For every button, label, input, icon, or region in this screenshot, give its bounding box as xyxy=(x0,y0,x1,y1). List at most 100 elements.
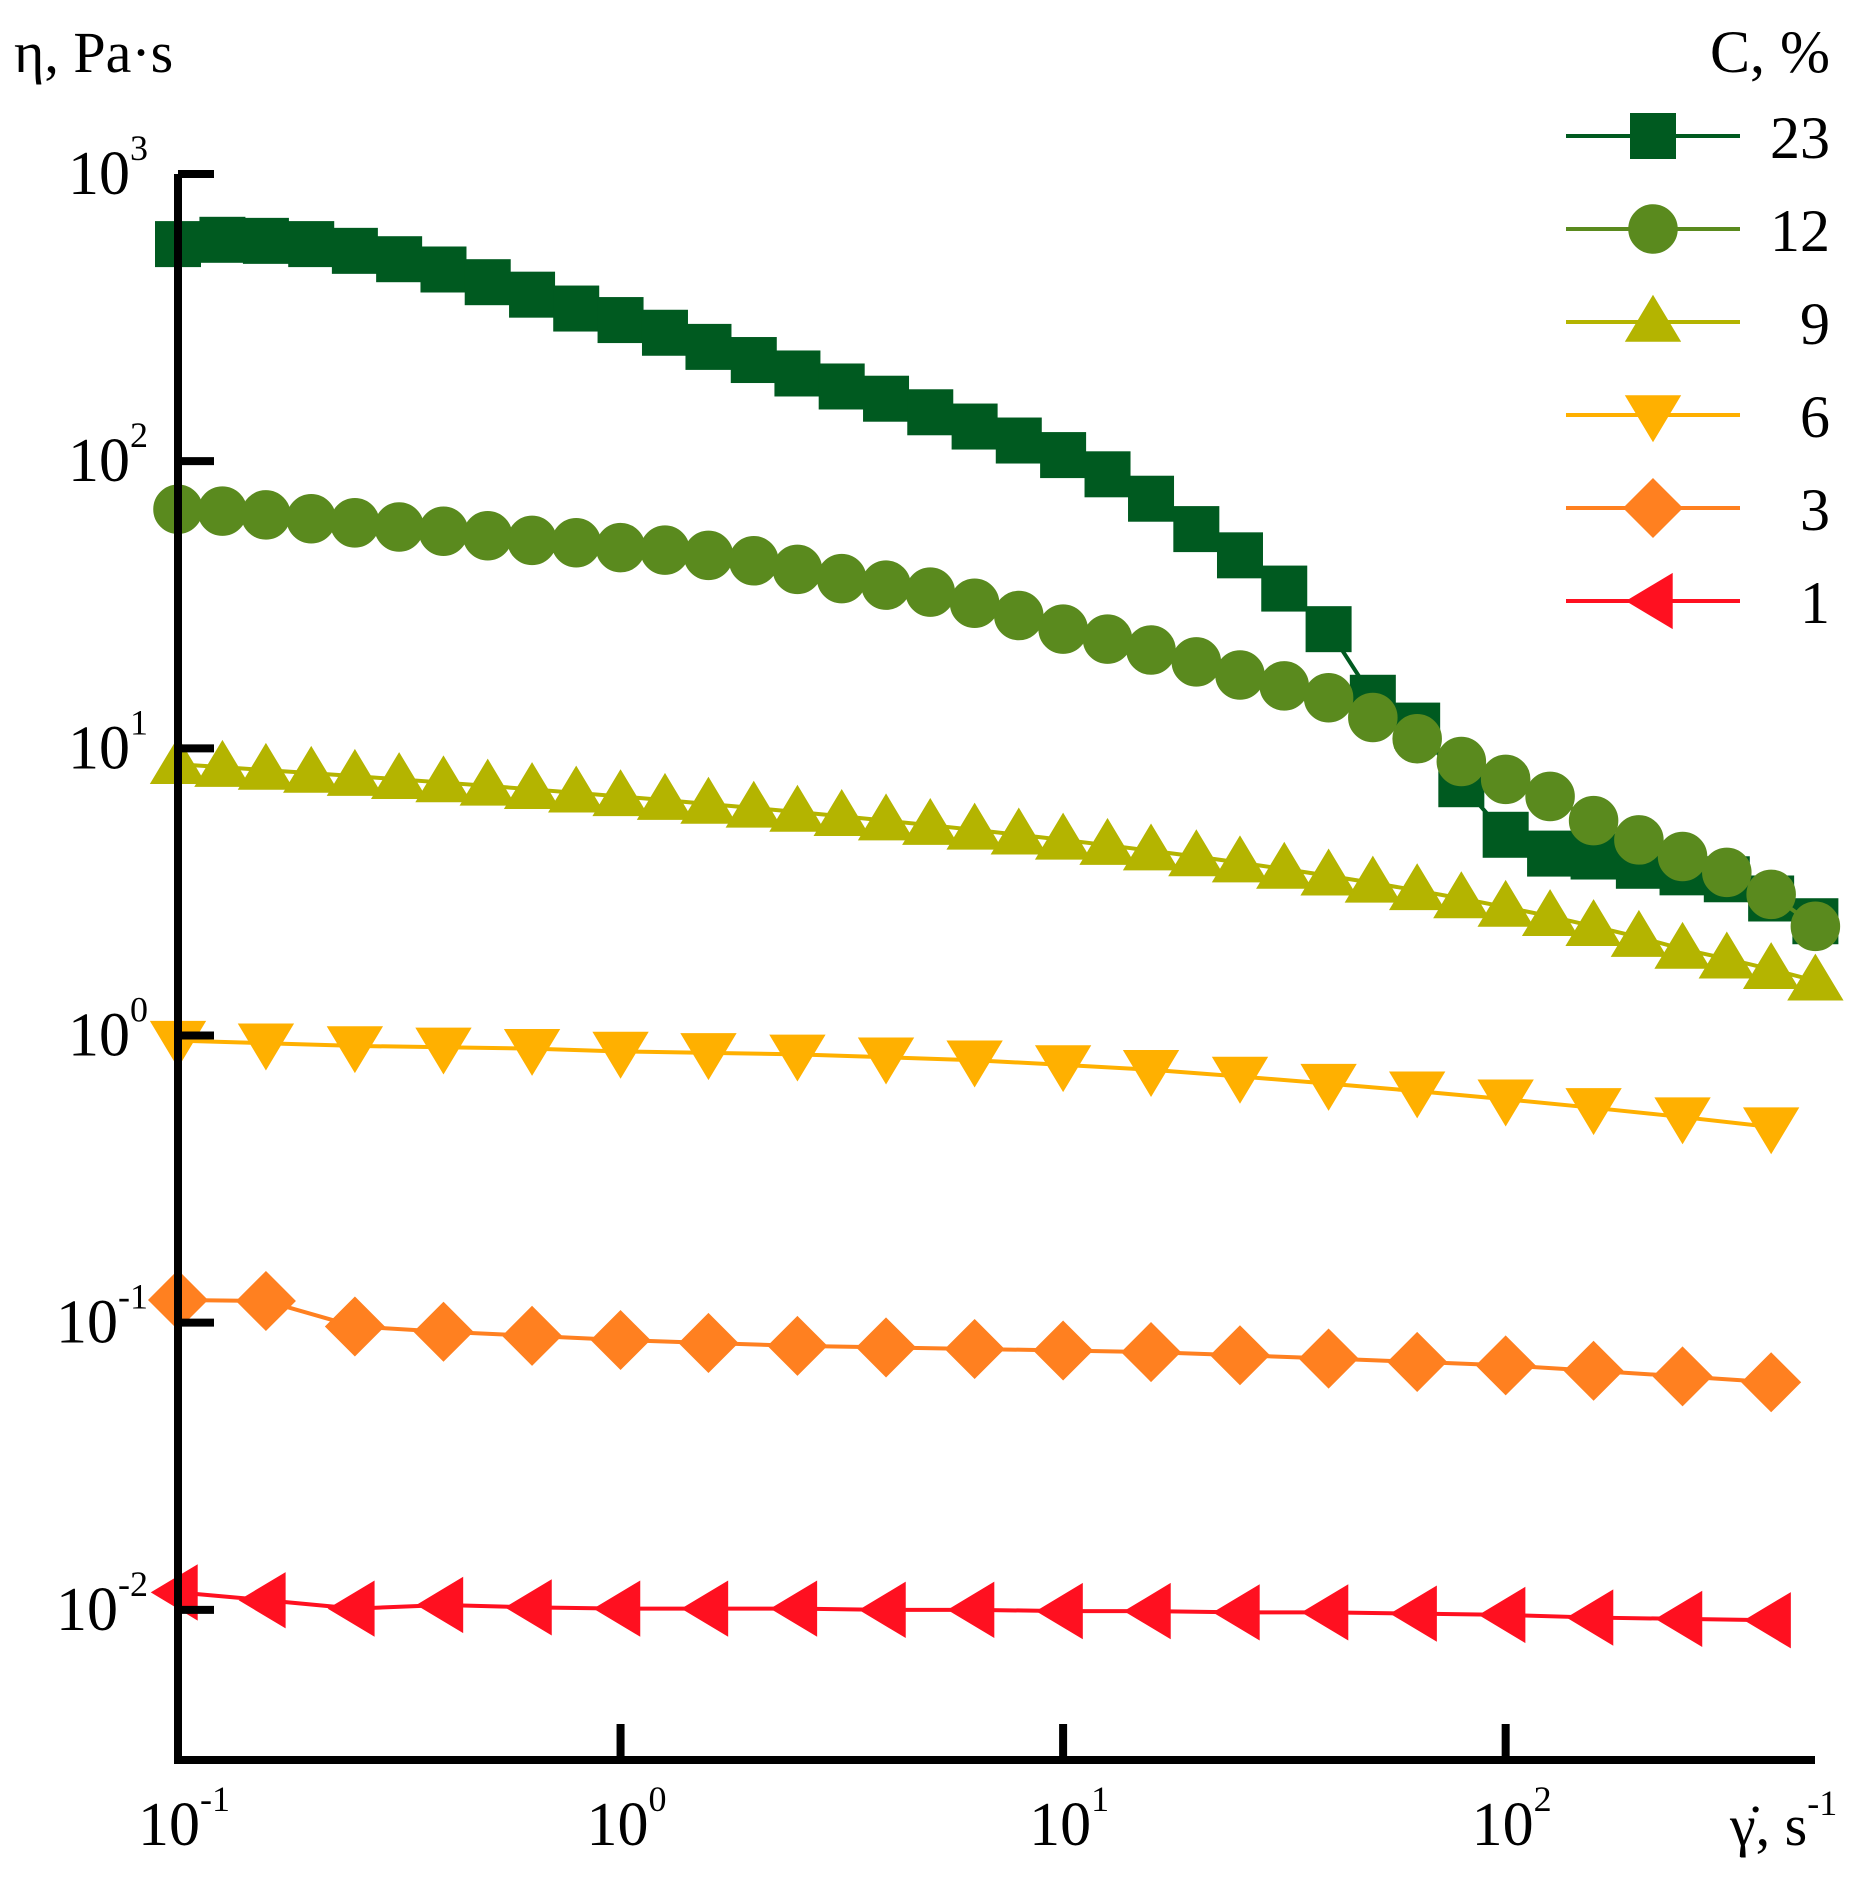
data-point xyxy=(420,246,467,293)
legend-label: 6 xyxy=(1800,384,1830,450)
data-point xyxy=(640,525,690,575)
data-point xyxy=(1480,754,1531,805)
data-point xyxy=(1300,1063,1357,1111)
ticks-layer: 10-2 10-1 100 101 102 103 10-1 100 101 102 xyxy=(56,128,1552,1859)
x-tick-label: 102 xyxy=(1472,1779,1552,1859)
data-point xyxy=(681,1580,729,1637)
data-point xyxy=(553,285,600,332)
y-tick-label: 10-1 xyxy=(56,1277,148,1357)
data-point xyxy=(1126,625,1176,675)
series-12 xyxy=(153,484,1841,952)
data-point xyxy=(863,375,910,422)
data-point xyxy=(459,758,516,806)
legend-item-12: 12 xyxy=(1566,198,1830,264)
data-point xyxy=(813,789,870,836)
data-point xyxy=(994,590,1044,641)
data-point xyxy=(1033,1320,1094,1381)
data-point xyxy=(1389,1071,1446,1119)
data-point xyxy=(1261,565,1308,612)
legend-marker xyxy=(1628,204,1678,254)
data-point xyxy=(858,1581,906,1639)
data-point xyxy=(237,742,295,790)
data-point xyxy=(1565,1088,1622,1136)
legend-label: 23 xyxy=(1770,105,1830,171)
data-point xyxy=(946,1040,1003,1088)
x-tick-label: 100 xyxy=(587,1779,667,1859)
data-point xyxy=(1344,855,1401,903)
data-point xyxy=(1433,871,1490,919)
data-point xyxy=(1743,1592,1791,1649)
data-point xyxy=(1212,1584,1260,1641)
data-point xyxy=(1389,1585,1437,1642)
data-point xyxy=(725,780,782,828)
data-point xyxy=(1121,1322,1182,1383)
data-point xyxy=(1657,831,1708,882)
legend-marker xyxy=(1622,477,1684,539)
data-point xyxy=(907,389,954,436)
data-point xyxy=(944,1318,1005,1379)
data-point xyxy=(1741,1352,1802,1413)
data-point xyxy=(636,772,694,820)
series-6 xyxy=(149,1020,1800,1155)
data-point xyxy=(772,544,823,595)
data-point xyxy=(238,1572,286,1629)
y-tick-label: 102 xyxy=(68,415,148,495)
data-point xyxy=(1475,1335,1536,1396)
data-point xyxy=(1655,1590,1703,1648)
data-point xyxy=(1348,692,1398,743)
data-point xyxy=(1790,901,1841,952)
legend-item-6: 6 xyxy=(1566,384,1830,450)
data-point xyxy=(331,227,378,274)
data-point xyxy=(730,337,777,384)
legend-marker xyxy=(1624,395,1682,443)
legend-marker xyxy=(1624,294,1682,342)
data-point xyxy=(1527,830,1574,877)
legend-label: 1 xyxy=(1800,570,1830,636)
data-point xyxy=(413,1301,474,1362)
data-point xyxy=(376,236,423,283)
legend-title: C, % xyxy=(1710,19,1830,85)
y-tick-label: 101 xyxy=(68,702,148,782)
data-point xyxy=(905,567,956,617)
data-point xyxy=(415,755,472,803)
data-point xyxy=(1168,829,1225,877)
data-point xyxy=(641,309,688,356)
y-tick-label: 10-2 xyxy=(56,1564,148,1644)
data-point xyxy=(504,1579,552,1636)
legend-item-3: 3 xyxy=(1566,477,1830,543)
data-point xyxy=(597,297,644,344)
data-point xyxy=(683,530,734,581)
data-point xyxy=(590,1310,651,1371)
data-point xyxy=(856,1317,917,1378)
legend-item-1: 1 xyxy=(1566,570,1830,636)
data-point xyxy=(1477,879,1534,927)
data-point xyxy=(770,1580,818,1637)
data-point xyxy=(1305,606,1352,653)
data-point xyxy=(241,490,291,540)
data-point xyxy=(237,1023,295,1071)
data-point xyxy=(199,216,246,263)
data-point xyxy=(326,1026,384,1074)
data-point xyxy=(1787,953,1844,1001)
data-point xyxy=(1525,771,1575,822)
data-point xyxy=(593,1580,641,1637)
data-point xyxy=(507,515,557,566)
y-axis-title: η, Pa·s xyxy=(14,20,173,85)
data-point xyxy=(1079,817,1136,865)
data-point xyxy=(1256,841,1313,889)
legend-marker xyxy=(1630,113,1676,159)
data-point xyxy=(374,502,424,552)
series-3 xyxy=(147,1269,1802,1413)
data-point xyxy=(1563,1340,1624,1401)
data-point xyxy=(464,259,511,306)
data-point xyxy=(1215,650,1265,700)
data-point xyxy=(197,486,248,536)
legend-item-23: 23 xyxy=(1566,105,1830,171)
data-point xyxy=(1303,673,1354,723)
data-point xyxy=(1209,1325,1271,1386)
x-axis-title: γ̇, s-1 xyxy=(1729,1783,1837,1858)
data-point xyxy=(1173,506,1220,553)
data-point xyxy=(1300,848,1357,896)
data-point xyxy=(288,221,335,268)
series-1 xyxy=(150,1564,1791,1649)
